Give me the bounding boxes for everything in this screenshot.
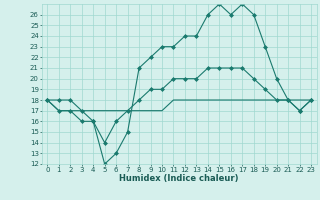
X-axis label: Humidex (Indice chaleur): Humidex (Indice chaleur) [119, 174, 239, 183]
